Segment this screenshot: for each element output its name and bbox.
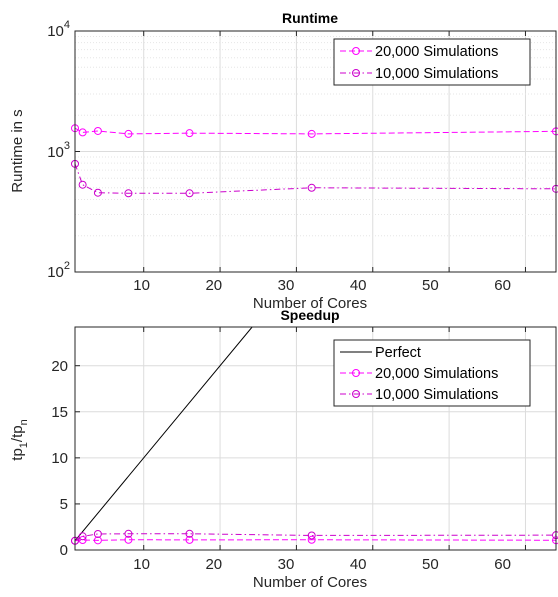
speedup-x-tick: 30 (278, 556, 295, 573)
p0-data-point (78, 128, 87, 137)
runtime-x-tick-labels: 10 20 30 40 50 60 (133, 277, 511, 294)
speedup-x-tick-labels: 10 20 30 40 50 60 (133, 556, 511, 573)
p1-series-line-2 (75, 533, 556, 542)
p1-data-point (78, 532, 87, 541)
runtime-x-tick: 60 (494, 277, 511, 294)
speedup-legend-box (333, 339, 531, 407)
runtime-legend-label-20000: 20,000 Simulations (375, 44, 498, 60)
p1-data-point (307, 531, 316, 540)
speedup-x-axis-label: Number of Cores (253, 574, 367, 591)
speedup-x-tick: 10 (133, 556, 150, 573)
speedup-legend: Perfect 20,000 Simulations 10,000 Simula… (333, 339, 531, 407)
speedup-y-tick-labels: 0 5 10 15 20 (51, 358, 68, 559)
speedup-x-tick: 50 (422, 556, 439, 573)
runtime-legend-box (333, 38, 531, 86)
p1-data-point (124, 535, 133, 544)
speedup-legend-marker-10000 (352, 390, 360, 398)
p0-data-point (93, 188, 102, 197)
runtime-y-axis-label: Runtime in s (9, 109, 26, 192)
p0-data-point (124, 189, 133, 198)
p1-data-point (78, 536, 87, 545)
p1-data-point (307, 535, 316, 544)
speedup-axes-box (74, 326, 557, 551)
runtime-legend: 20,000 Simulations 10,000 Simulations (333, 38, 531, 86)
p0-data-point (307, 183, 316, 192)
p1-data-point (185, 535, 194, 544)
speedup-y-tick: 10 (51, 450, 68, 467)
runtime-chart: Runtime 10 20 30 40 50 60 102 103 104 Nu… (9, 10, 558, 312)
speedup-chart: Speedup 10 20 30 40 50 60 0 5 10 15 20 N… (9, 307, 558, 591)
speedup-x-tick: 40 (350, 556, 367, 573)
speedup-x-tick: 60 (494, 556, 511, 573)
runtime-x-tick: 40 (350, 277, 367, 294)
runtime-legend-marker-10000 (352, 69, 360, 77)
runtime-x-axis-label: Number of Cores (253, 295, 367, 312)
runtime-y-tick: 103 (47, 140, 70, 161)
runtime-x-tick: 10 (133, 277, 150, 294)
runtime-legend-marker-20000 (352, 47, 360, 55)
p0-data-point (78, 180, 87, 189)
p0-data-point (93, 126, 102, 135)
runtime-y-tick: 104 (47, 19, 70, 40)
p0-data-point (185, 129, 194, 138)
p1-series-line-1 (75, 539, 556, 542)
speedup-y-tick: 20 (51, 358, 68, 375)
p0-data-point (185, 189, 194, 198)
runtime-x-tick: 20 (205, 277, 222, 294)
p1-data-point (93, 529, 102, 538)
runtime-series (71, 124, 558, 198)
speedup-y-axis-label: tp1/tpn (9, 419, 30, 460)
runtime-y-tick-labels: 102 103 104 (47, 19, 70, 281)
runtime-x-tick: 30 (278, 277, 295, 294)
p0-data-point (124, 129, 133, 138)
speedup-y-tick: 15 (51, 404, 68, 421)
speedup-legend-label-perfect: Perfect (375, 345, 421, 361)
runtime-legend-label-10000: 10,000 Simulations (375, 66, 498, 82)
p0-series-line-1 (75, 163, 556, 194)
runtime-chart-title: Runtime (282, 10, 338, 26)
p1-series-line-0 (75, 327, 253, 542)
p1-data-point (185, 529, 194, 538)
p1-data-point (93, 536, 102, 545)
runtime-y-tick: 102 (47, 260, 70, 281)
speedup-y-tick: 5 (60, 496, 68, 513)
speedup-series (71, 327, 558, 545)
runtime-x-tick: 50 (422, 277, 439, 294)
speedup-legend-label-10000: 10,000 Simulations (375, 387, 498, 403)
p0-series-line-0 (75, 127, 556, 135)
p0-data-point (307, 129, 316, 138)
speedup-chart-title: Speedup (280, 307, 339, 323)
speedup-legend-label-20000: 20,000 Simulations (375, 366, 498, 382)
speedup-x-tick: 20 (205, 556, 222, 573)
p1-data-point (124, 529, 133, 538)
speedup-y-tick: 0 (60, 542, 68, 559)
runtime-axes-box (74, 30, 557, 273)
speedup-legend-marker-20000 (352, 369, 360, 377)
